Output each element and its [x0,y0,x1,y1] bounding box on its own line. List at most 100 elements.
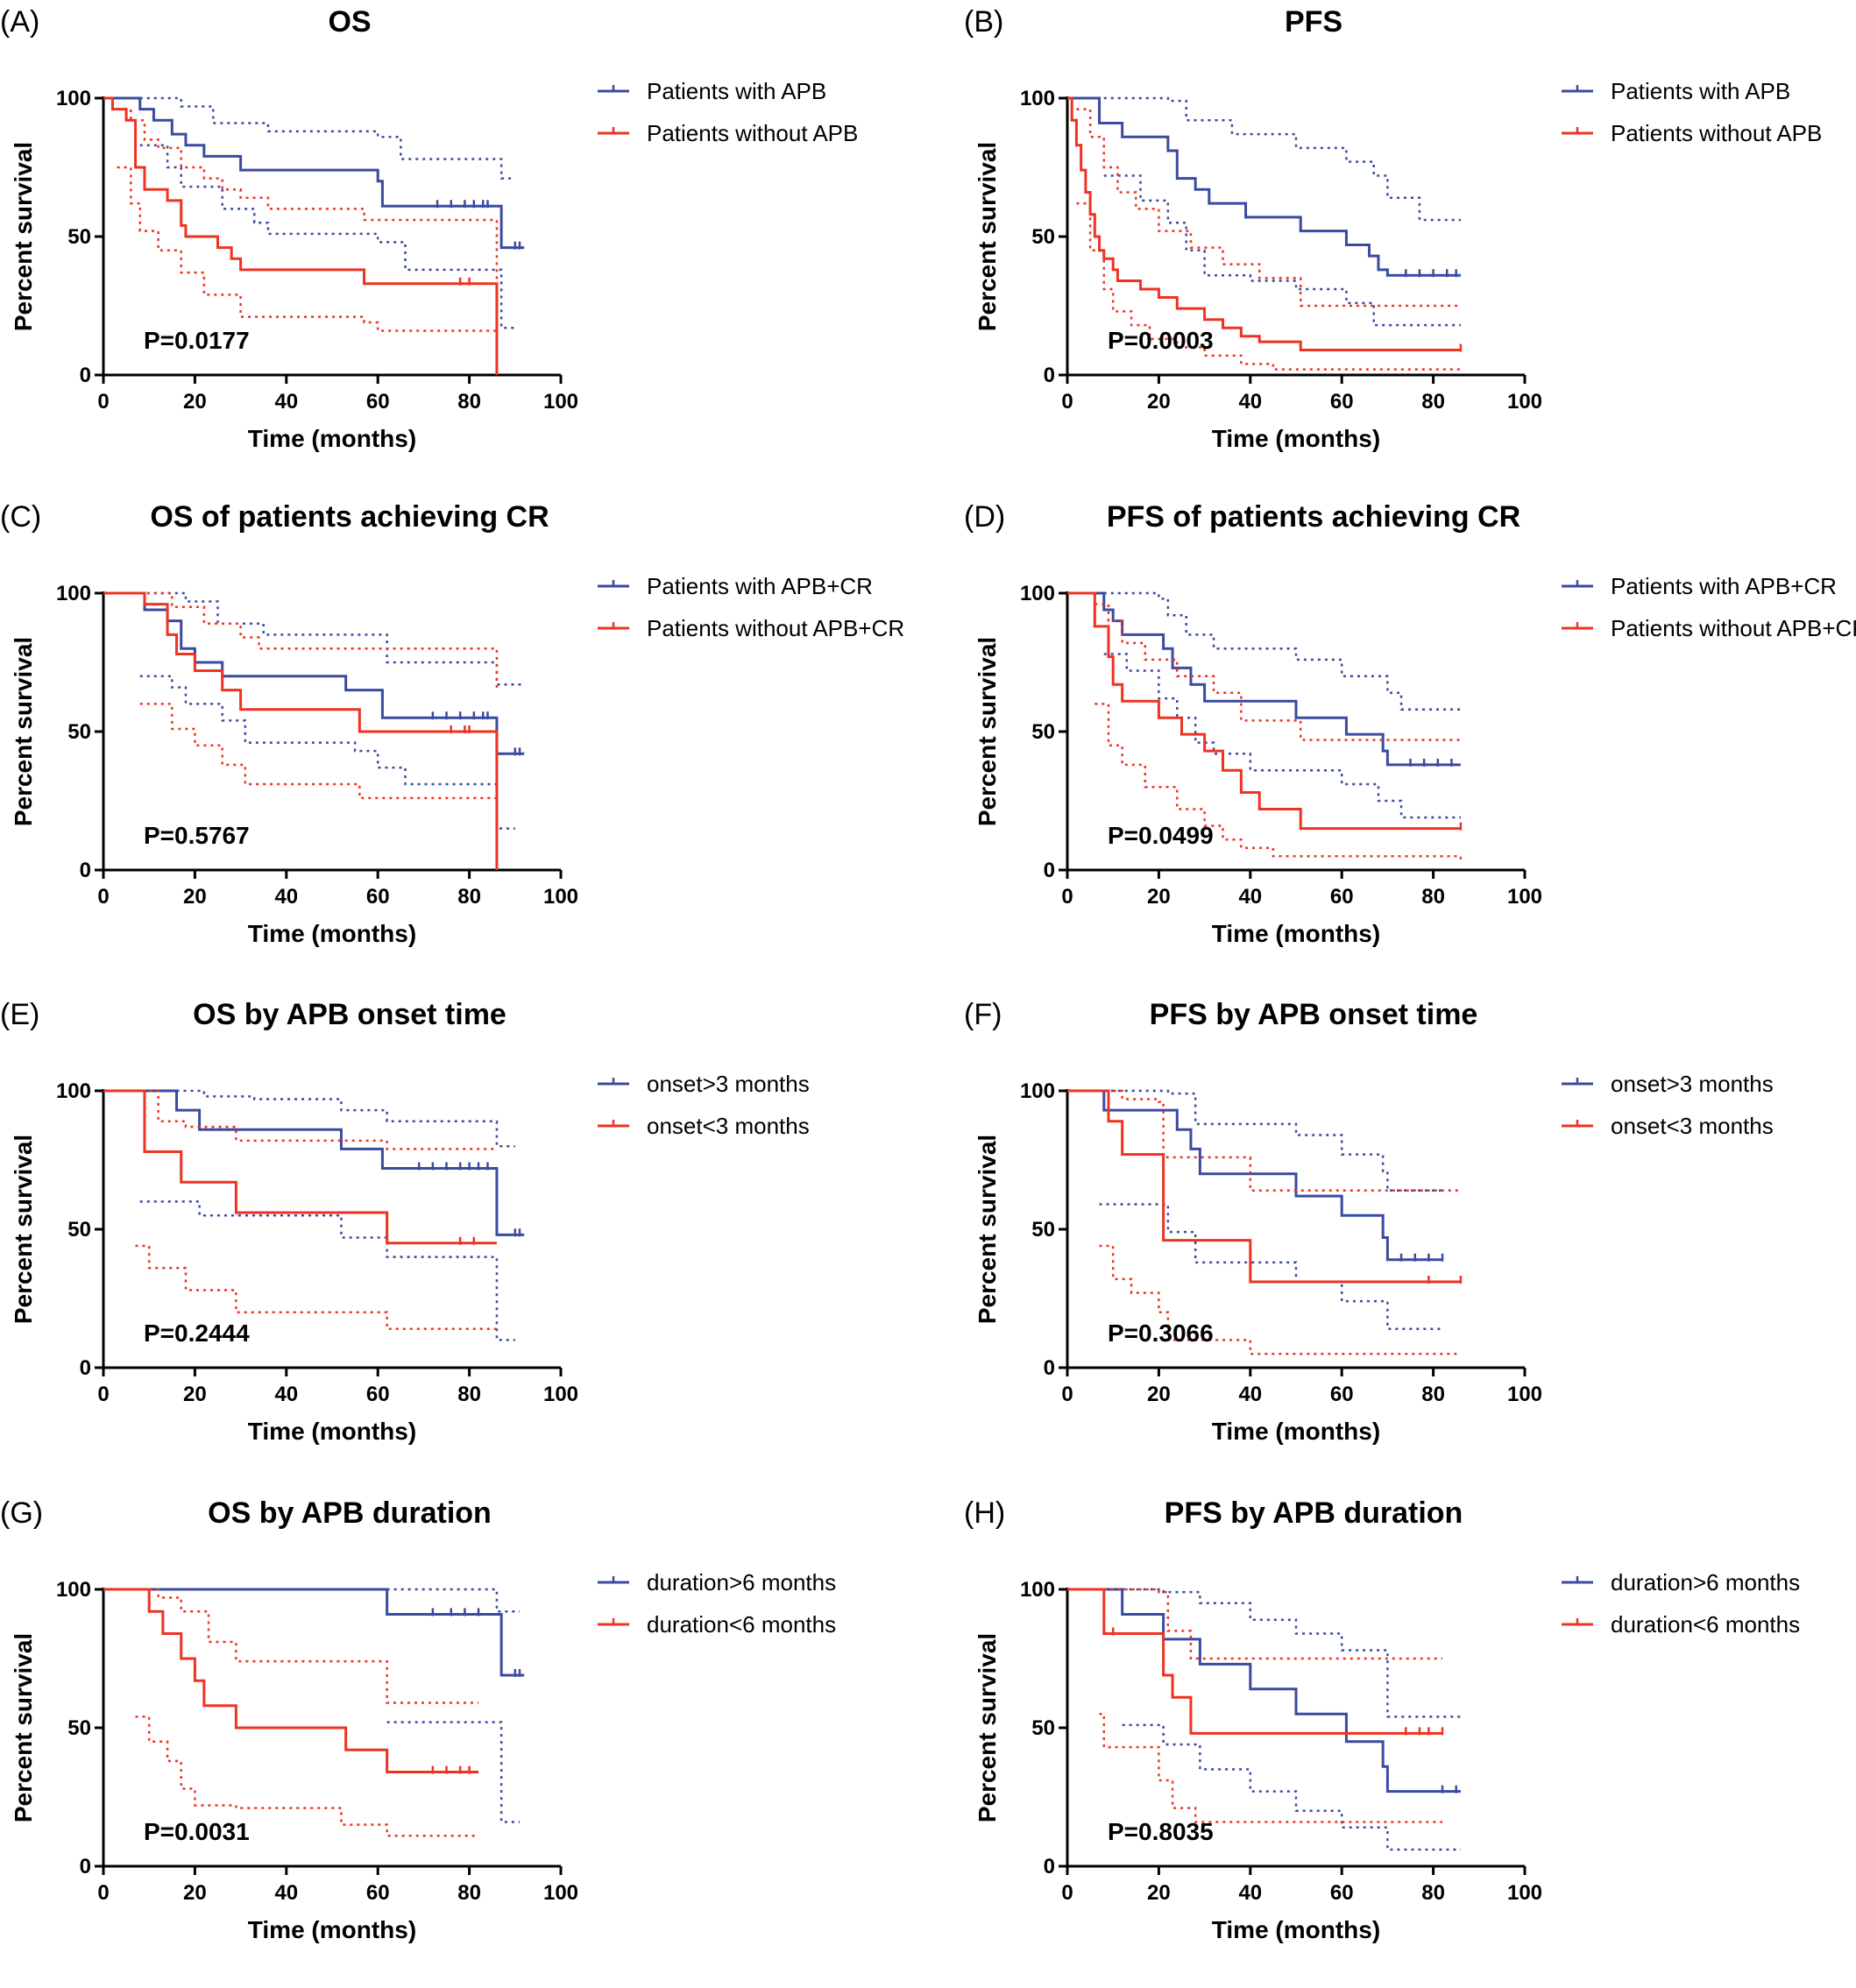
ci-upper-line [135,1588,479,1704]
axes: 0 20 40 60 80 100 0 50 100 [1020,1578,1542,1905]
y-tick-label: 0 [1044,1356,1055,1380]
ci-lower-line [117,166,497,332]
x-tick-label: 20 [1147,1881,1171,1905]
km-panel: (E) OS by APB onset time 0 20 40 60 80 100 0 50 10… [0,993,928,1489]
x-tick-label: 80 [457,1383,481,1406]
x-tick-label: 40 [274,1383,298,1406]
ci-upper-line [1103,96,1461,222]
ci-lower-line [135,1244,497,1331]
survival-curve [1067,591,1461,767]
x-tick-label: 100 [543,1881,578,1905]
x-tick-label: 20 [1147,390,1171,414]
axes: 0 20 40 60 80 100 0 50 100 [56,1578,578,1905]
x-tick-label: 20 [183,1881,207,1905]
legend: onset>3 months onset<3 months [1562,1071,1774,1139]
y-tick-label: 50 [1031,225,1055,249]
x-tick-label: 0 [1061,885,1073,909]
series-blue [1067,1588,1461,1851]
ci-upper-line [1099,1089,1461,1192]
y-tick-label: 100 [1020,582,1055,605]
km-chart-svg: (D) PFS of patients achieving CR 0 20 40 60 80… [964,500,1856,947]
x-tick-label: 0 [1061,390,1073,414]
km-panel: (C) OS of patients achieving CR 0 20 40 60 80 1… [0,495,928,992]
legend-label: onset>3 months [1611,1071,1774,1097]
survival-curve [1067,96,1461,277]
x-tick-label: 60 [1330,1383,1354,1406]
x-tick-label: 40 [1238,885,1262,909]
km-panel: (D) PFS of patients achieving CR 0 20 40 60 80… [964,495,1856,992]
x-tick-label: 80 [1421,1881,1445,1905]
y-axis-title: Percent survival [10,1633,37,1822]
legend-label: onset<3 months [1611,1113,1774,1139]
ci-lower-line [1099,1244,1461,1355]
ci-lower-line [1122,1723,1461,1851]
y-axis-title: Percent survival [974,637,1001,826]
p-value: P=0.3066 [1108,1319,1214,1347]
legend: onset>3 months onset<3 months [598,1071,810,1139]
series-red [103,96,499,375]
x-tick-label: 40 [274,885,298,909]
panel-label: (A) [0,5,39,39]
legend-label: Patients without APB+CR [1611,615,1856,641]
axes: 0 20 40 60 80 100 0 50 100 [1020,87,1542,414]
x-tick-label: 60 [1330,390,1354,414]
ci-upper-line [117,108,499,309]
y-tick-label: 0 [80,364,91,387]
survival-curve [103,591,525,755]
series-red [103,1588,479,1837]
chart-title: PFS [1285,5,1342,39]
y-tick-label: 100 [56,1079,91,1103]
chart-title: OS by APB duration [208,1496,492,1530]
y-tick-label: 100 [56,582,91,605]
x-tick-label: 60 [1330,1881,1354,1905]
series-blue [103,1588,525,1823]
chart-title: PFS by APB duration [1165,1496,1463,1530]
y-tick-label: 0 [1044,364,1055,387]
y-axis-title: Percent survival [10,1135,37,1324]
survival-curve [103,1089,497,1245]
x-axis-title: Time (months) [1212,425,1380,452]
y-tick-label: 0 [1044,859,1055,882]
x-tick-label: 100 [1507,885,1542,909]
y-tick-label: 50 [67,1716,91,1740]
km-chart-svg: (C) OS of patients achieving CR 0 20 40 60 80 1… [0,500,904,947]
x-tick-label: 60 [366,1383,390,1406]
x-axis-title: Time (months) [1212,920,1380,947]
ci-upper-line [1094,603,1461,741]
series-blue [103,591,525,830]
p-value: P=0.0499 [1108,822,1214,849]
y-tick-label: 100 [56,87,91,110]
chart-title: PFS of patients achieving CR [1107,500,1520,534]
ci-lower-line [386,1721,521,1823]
legend-label: duration<6 months [1611,1611,1800,1638]
x-tick-label: 80 [1421,390,1445,414]
legend-label: Patients without APB+CR [647,615,904,641]
km-panel: (B) PFS 0 20 40 60 80 100 0 50 100 Time (months) Per… [964,0,1856,497]
km-panel: (A) OS 0 20 40 60 80 100 0 50 100 Time (months) Perc… [0,0,928,497]
survival-curve [103,96,499,375]
legend-label: Patients with APB [1611,78,1790,104]
x-axis-title: Time (months) [248,425,416,452]
y-tick-label: 0 [80,1855,91,1878]
x-tick-label: 40 [1238,390,1262,414]
p-value: P=0.5767 [144,822,250,849]
y-tick-label: 50 [67,1218,91,1242]
y-tick-label: 100 [1020,87,1055,110]
series-blue [103,96,525,329]
panel-label: (C) [0,500,41,534]
x-axis-title: Time (months) [248,920,416,947]
x-tick-label: 0 [1061,1881,1073,1905]
series-blue [103,1089,525,1341]
x-tick-label: 100 [1507,1881,1542,1905]
x-tick-label: 0 [97,390,109,414]
y-tick-label: 100 [1020,1079,1055,1103]
series-red [1067,96,1463,371]
survival-curve [1067,591,1461,831]
x-tick-label: 20 [183,885,207,909]
legend-label: duration>6 months [1611,1569,1800,1595]
ci-lower-line [139,675,515,830]
legend-label: Patients without APB [647,120,858,146]
y-tick-label: 50 [67,720,91,744]
legend: Patients with APB+CR Patients without APB… [598,573,904,641]
y-tick-label: 50 [1031,720,1055,744]
